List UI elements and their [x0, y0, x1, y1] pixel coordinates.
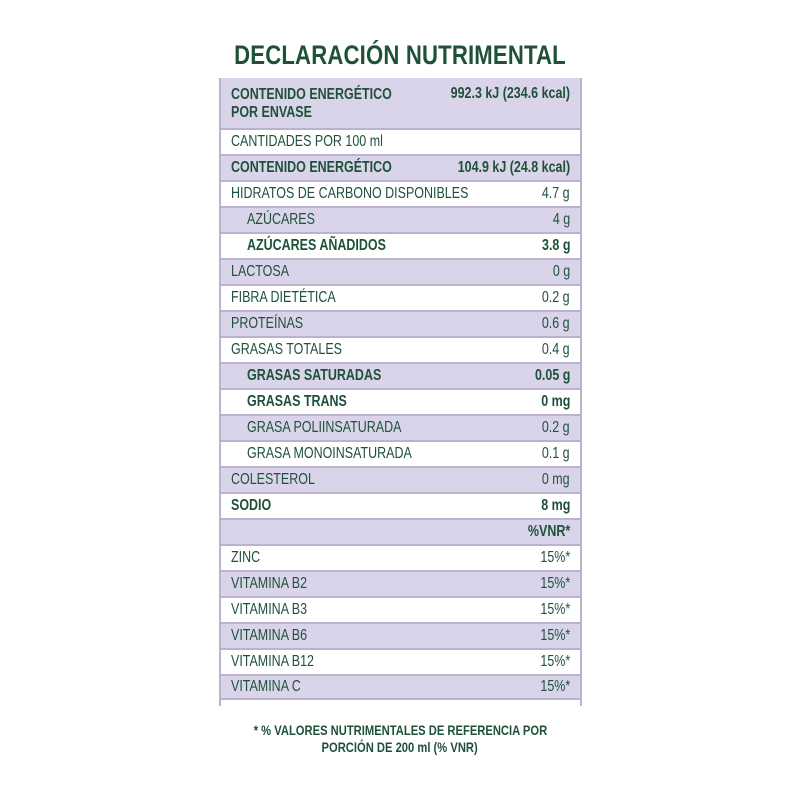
nutrient-value: 15%* — [540, 601, 570, 618]
footnote-line-1: * % VALORES NUTRIMENTALES DE REFERENCIA … — [253, 722, 547, 738]
table-row: COLESTEROL 0 mg — [221, 468, 580, 494]
nutrient-label: VITAMINA B3 — [231, 601, 308, 618]
nutrient-label: SODIO — [231, 497, 272, 514]
nutrient-label: FIBRA DIETÉTICA — [231, 289, 336, 306]
nutrient-value: 4 g — [552, 211, 570, 228]
table-row: GRASAS SATURADAS 0.05 g — [221, 364, 580, 390]
nutrient-label: GRASA MONOINSATURADA — [247, 445, 412, 462]
table-row: CONTENIDO ENERGÉTICO 104.9 kJ (24.8 kcal) — [221, 156, 580, 182]
table-row: VITAMINA B12 15%* — [221, 650, 580, 676]
nutrient-value: 992.3 kJ (234.6 kcal) — [450, 85, 570, 102]
nutrient-label: AZÚCARES AÑADIDOS — [247, 237, 386, 254]
nutrient-value: 0 g — [552, 263, 570, 280]
nutrient-label: CANTIDADES POR 100 ml — [231, 133, 383, 150]
nutrient-value: 104.9 kJ (24.8 kcal) — [457, 159, 570, 176]
nutrient-value: 8 mg — [540, 497, 570, 514]
page-title: DECLARACIÓN NUTRIMENTAL — [234, 40, 566, 70]
table-row: %VNR* — [221, 520, 580, 546]
table-row: ZINC 15%* — [221, 546, 580, 572]
nutrient-label: VITAMINA B6 — [231, 627, 308, 644]
table-row: GRASA MONOINSATURADA 0.1 g — [221, 442, 580, 468]
table-row: GRASAS TRANS 0 mg — [221, 390, 580, 416]
table-row: SODIO 8 mg — [221, 494, 580, 520]
nutrient-value: 0 mg — [540, 393, 570, 410]
table-row: LACTOSA 0 g — [221, 260, 580, 286]
nutrient-label: LACTOSA — [231, 263, 290, 280]
nutrient-value: 3.8 g — [541, 237, 570, 254]
table-row: VITAMINA B3 15%* — [221, 598, 580, 624]
nutrient-value: 0.1 g — [542, 445, 570, 462]
nutrient-value: %VNR* — [527, 523, 570, 540]
nutrient-label: GRASA POLIINSATURADA — [247, 419, 402, 436]
nutrient-value: 4.7 g — [542, 185, 570, 202]
nutrient-value: 0.2 g — [542, 289, 570, 306]
table-row: VITAMINA B2 15%* — [221, 572, 580, 598]
footnote-line-2: PORCIÓN DE 200 ml (% VNR) — [321, 739, 479, 755]
nutrient-label: ZINC — [231, 549, 261, 566]
nutrient-value: 15%* — [540, 575, 570, 592]
nutrient-value: 0.2 g — [542, 419, 570, 436]
nutrient-label: CONTENIDO ENERGÉTICO — [231, 159, 392, 176]
table-row: FIBRA DIETÉTICA 0.2 g — [221, 286, 580, 312]
nutrient-label: HIDRATOS DE CARBONO DISPONIBLES — [231, 185, 469, 202]
table-row: GRASA POLIINSATURADA 0.2 g — [221, 416, 580, 442]
table-row: HIDRATOS DE CARBONO DISPONIBLES 4.7 g — [221, 182, 580, 208]
table-row: AZÚCARES 4 g — [221, 208, 580, 234]
nutrient-label: GRASAS SATURADAS — [247, 367, 382, 384]
table-row: CONTENIDO ENERGÉTICO POR ENVASE 992.3 kJ … — [221, 78, 580, 130]
nutrient-value: 15%* — [540, 653, 570, 670]
nutrient-label: PROTEÍNAS — [231, 315, 304, 332]
table-row: VITAMINA B6 15%* — [221, 624, 580, 650]
nutrient-value: 0.05 g — [534, 367, 570, 384]
table-row: GRASAS TOTALES 0.4 g — [221, 338, 580, 364]
nutrient-label: VITAMINA B12 — [231, 653, 314, 670]
nutrition-table: CONTENIDO ENERGÉTICO POR ENVASE 992.3 kJ … — [219, 78, 582, 706]
table-row: VITAMINA C 15%* — [221, 676, 580, 700]
nutrient-value: 0.6 g — [542, 315, 570, 332]
nutrient-value: 15%* — [540, 678, 570, 695]
table-row: PROTEÍNAS 0.6 g — [221, 312, 580, 338]
nutrient-value: 0.4 g — [542, 341, 570, 358]
table-row: CANTIDADES POR 100 ml — [221, 130, 580, 156]
nutrient-value: 15%* — [540, 549, 570, 566]
nutrient-label: GRASAS TOTALES — [231, 341, 342, 358]
table-row: AZÚCARES AÑADIDOS 3.8 g — [221, 234, 580, 260]
nutrient-label: GRASAS TRANS — [247, 393, 347, 410]
nutrient-label: VITAMINA C — [231, 678, 301, 695]
nutrient-label: CONTENIDO ENERGÉTICO POR ENVASE — [231, 86, 392, 121]
nutrient-value: 0 mg — [542, 471, 570, 488]
footnote: * % VALORES NUTRIMENTALES DE REFERENCIA … — [0, 722, 800, 756]
nutrient-label: AZÚCARES — [247, 211, 315, 228]
nutrient-value: 15%* — [540, 627, 570, 644]
nutrient-label: COLESTEROL — [231, 471, 315, 488]
nutrient-label: VITAMINA B2 — [231, 575, 308, 592]
